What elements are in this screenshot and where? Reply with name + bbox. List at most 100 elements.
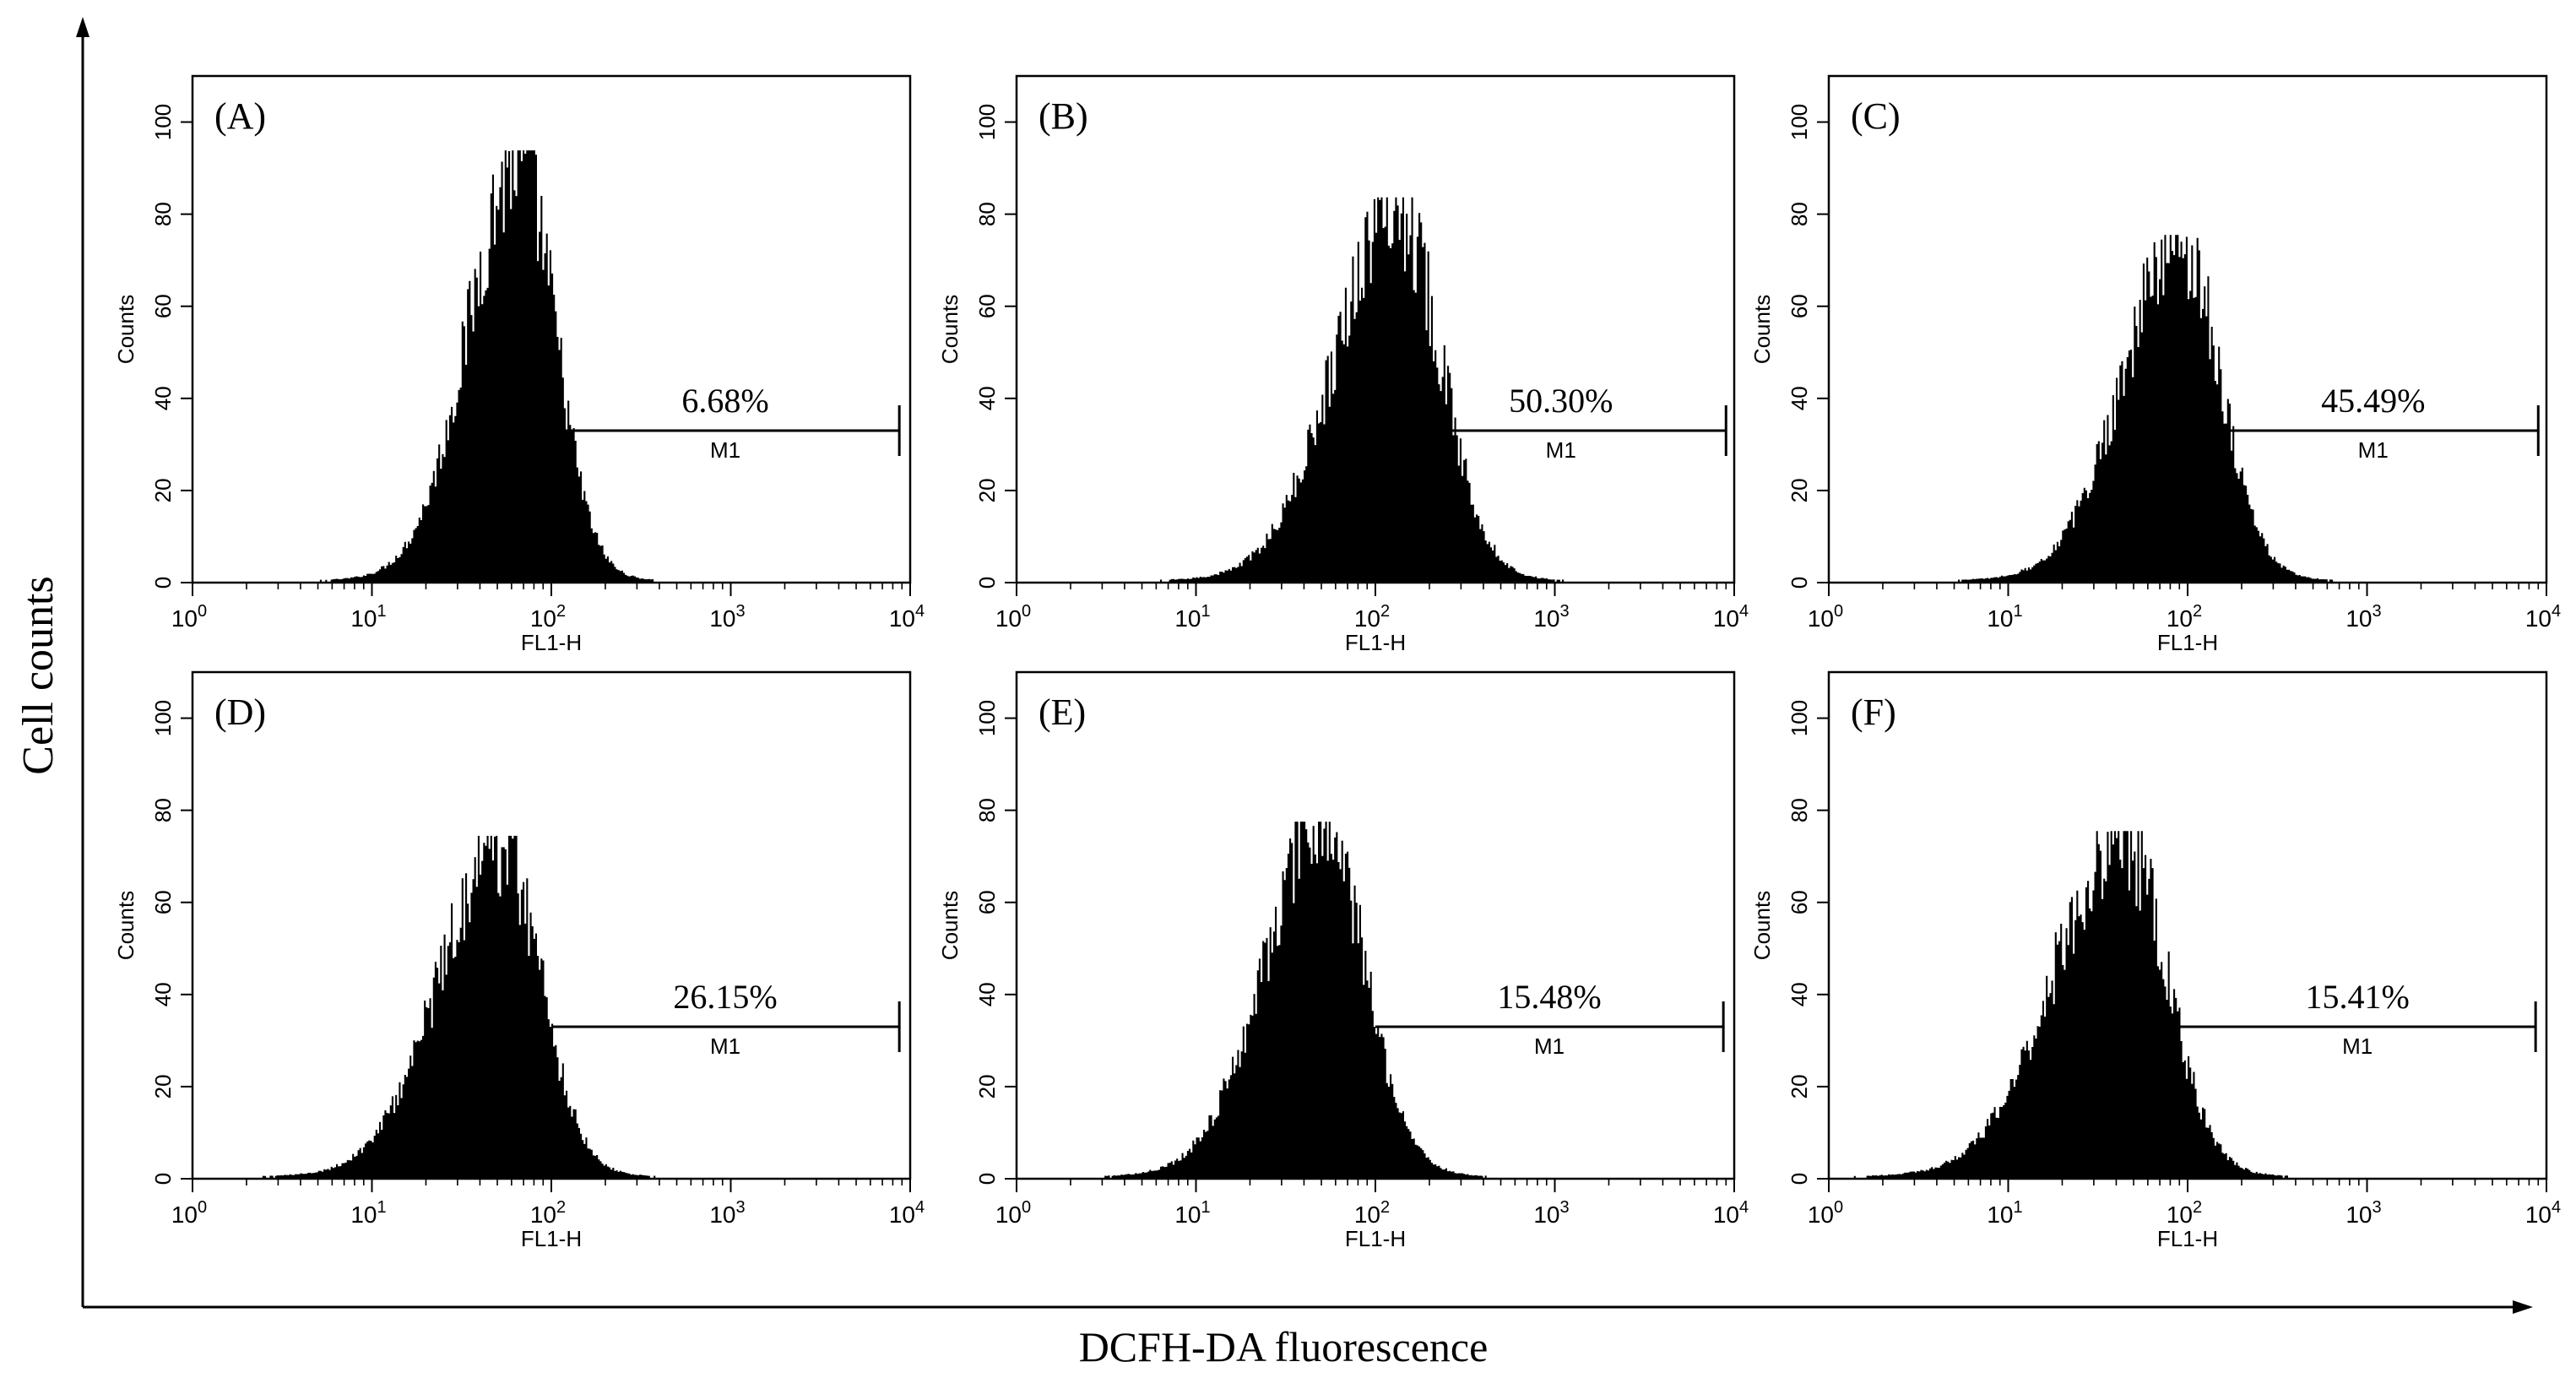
figure-frame <box>76 17 2533 1314</box>
marker-label: M1 <box>2342 1034 2373 1059</box>
x-tick-base: 10 <box>2167 1202 2193 1228</box>
x-tick-label: 102 <box>1354 602 1390 632</box>
x-tick-base: 10 <box>995 605 1022 632</box>
x-tick-base: 10 <box>2346 1202 2372 1228</box>
x-tick-base: 10 <box>1808 605 1834 632</box>
x-axis-label: FL1-H <box>1345 1226 1406 1251</box>
marker-percent: 26.15% <box>673 978 777 1016</box>
y-tick-label: 100 <box>150 700 176 736</box>
x-tick-exponent: 1 <box>2014 1198 2023 1217</box>
y-tick-label: 20 <box>974 478 1000 502</box>
x-tick-base: 10 <box>1354 1202 1380 1228</box>
figure-y-axis-arrow <box>76 17 89 37</box>
y-tick-label: 20 <box>150 1074 176 1099</box>
x-tick-label: 101 <box>1174 602 1210 632</box>
x-tick-exponent: 0 <box>1022 602 1031 621</box>
x-tick-exponent: 3 <box>2373 1198 2382 1217</box>
y-tick-label: 20 <box>1787 478 1812 502</box>
x-tick-label: 100 <box>171 602 207 632</box>
x-tick-label: 104 <box>2525 1198 2561 1228</box>
x-tick-base: 10 <box>1808 1202 1834 1228</box>
x-tick-exponent: 3 <box>736 602 746 621</box>
x-tick-exponent: 0 <box>1022 1198 1031 1217</box>
x-tick-base: 10 <box>1533 1202 1559 1228</box>
x-tick-base: 10 <box>1354 605 1380 632</box>
x-axis-label: FL1-H <box>1345 630 1406 655</box>
x-tick-label: 101 <box>350 602 386 632</box>
x-tick-exponent: 3 <box>2373 602 2382 621</box>
y-axis-label: Counts <box>113 295 138 364</box>
x-tick-label: 101 <box>1174 1198 1210 1228</box>
y-tick-label: 20 <box>150 478 176 502</box>
y-tick-label: 60 <box>974 294 1000 318</box>
x-tick-label: 104 <box>2525 602 2561 632</box>
marker-percent: 45.49% <box>2321 382 2425 420</box>
x-tick-exponent: 0 <box>1834 1198 1843 1217</box>
x-tick-base: 10 <box>171 605 198 632</box>
x-tick-label: 100 <box>1808 602 1843 632</box>
x-tick-label: 100 <box>995 602 1031 632</box>
x-tick-label: 101 <box>350 1198 386 1228</box>
panel-label: (B) <box>1039 95 1088 137</box>
x-tick-exponent: 3 <box>1560 602 1570 621</box>
x-tick-label: 101 <box>1987 602 2022 632</box>
y-axis-label: Counts <box>1749 295 1775 364</box>
y-tick-label: 40 <box>150 386 176 410</box>
panel-label: (A) <box>214 95 266 137</box>
x-tick-exponent: 1 <box>1201 602 1211 621</box>
x-tick-label: 100 <box>171 1198 207 1228</box>
x-tick-label: 103 <box>1533 1198 1569 1228</box>
y-axis-label: Counts <box>937 891 963 960</box>
panel-label: (F) <box>1851 692 1896 733</box>
x-tick-base: 10 <box>1174 605 1201 632</box>
x-tick-label: 104 <box>1713 1198 1749 1228</box>
x-tick-base: 10 <box>1533 605 1559 632</box>
x-tick-base: 10 <box>995 1202 1022 1228</box>
histogram-bars <box>1829 831 2546 1179</box>
panel-label: (E) <box>1039 692 1086 733</box>
x-tick-label: 100 <box>995 1198 1031 1228</box>
x-tick-label: 103 <box>2346 602 2381 632</box>
y-tick-label: 20 <box>974 1074 1000 1099</box>
y-tick-label: 0 <box>150 1173 176 1185</box>
x-tick-label: 100 <box>1808 1198 1843 1228</box>
marker-label: M1 <box>710 1034 740 1059</box>
x-tick-exponent: 2 <box>1380 602 1390 621</box>
x-tick-label: 103 <box>709 1198 745 1228</box>
x-tick-exponent: 4 <box>915 1198 925 1217</box>
y-tick-label: 80 <box>1787 202 1812 226</box>
marker-percent: 6.68% <box>681 382 768 420</box>
x-tick-exponent: 4 <box>2552 1198 2561 1217</box>
x-tick-label: 102 <box>1354 1198 1390 1228</box>
x-tick-exponent: 2 <box>2193 1198 2202 1217</box>
x-axis-label: FL1-H <box>2157 630 2218 655</box>
x-tick-exponent: 0 <box>198 602 207 621</box>
marker-percent: 15.41% <box>2306 978 2410 1016</box>
marker-percent: 50.30% <box>1509 382 1613 420</box>
panel-label: (D) <box>214 692 266 733</box>
y-tick-label: 80 <box>150 798 176 822</box>
y-tick-label: 0 <box>1787 577 1812 589</box>
x-tick-base: 10 <box>1713 1202 1739 1228</box>
x-tick-exponent: 2 <box>556 602 566 621</box>
x-tick-base: 10 <box>1174 1202 1201 1228</box>
x-tick-base: 10 <box>709 1202 735 1228</box>
y-tick-label: 100 <box>1787 104 1812 140</box>
histogram-bars <box>1017 822 1734 1179</box>
histogram-bars <box>1017 197 1734 583</box>
marker-label: M1 <box>710 437 740 463</box>
panel-label: (C) <box>1851 95 1901 137</box>
x-tick-base: 10 <box>2525 1202 2552 1228</box>
y-tick-label: 0 <box>1787 1173 1812 1185</box>
x-tick-exponent: 1 <box>377 1198 387 1217</box>
x-tick-exponent: 2 <box>2193 602 2202 621</box>
y-tick-label: 80 <box>974 798 1000 822</box>
x-tick-exponent: 1 <box>377 602 387 621</box>
